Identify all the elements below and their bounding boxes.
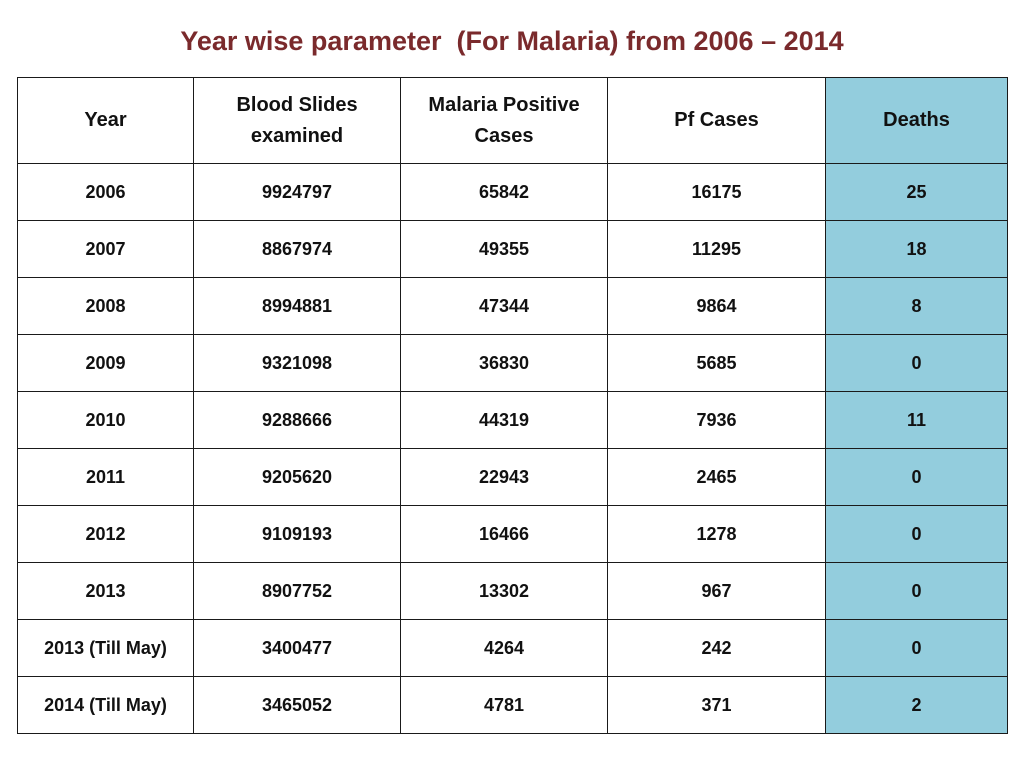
cell-year: 2010 bbox=[17, 391, 194, 449]
cell-deaths: 18 bbox=[825, 220, 1008, 278]
cell-pf-cases: 7936 bbox=[607, 391, 826, 449]
cell-malaria-positive-cases: 4781 bbox=[400, 676, 608, 734]
cell-deaths: 0 bbox=[825, 448, 1008, 506]
table-body: 2006 9924797 65842 16175 25 2007 8867974 49355 1… bbox=[17, 163, 1008, 734]
cell-deaths: 0 bbox=[825, 505, 1008, 563]
cell-year: 2007 bbox=[17, 220, 194, 278]
cell-malaria-positive-cases: 13302 bbox=[400, 562, 608, 620]
cell-pf-cases: 967 bbox=[607, 562, 826, 620]
table-header-row: Year Blood Slides examined Malaria Posit… bbox=[17, 77, 1008, 164]
cell-deaths: 0 bbox=[825, 334, 1008, 392]
cell-malaria-positive-cases: 44319 bbox=[400, 391, 608, 449]
malaria-parameters-table: Year Blood Slides examined Malaria Posit… bbox=[17, 77, 1008, 734]
table-row: 2011 9205620 22943 2465 0 bbox=[17, 448, 1008, 506]
cell-pf-cases: 1278 bbox=[607, 505, 826, 563]
cell-malaria-positive-cases: 49355 bbox=[400, 220, 608, 278]
table-row: 2009 9321098 36830 5685 0 bbox=[17, 334, 1008, 392]
table-row: 2010 9288666 44319 7936 11 bbox=[17, 391, 1008, 449]
cell-blood-slides-examined: 8994881 bbox=[193, 277, 401, 335]
cell-malaria-positive-cases: 65842 bbox=[400, 163, 608, 221]
table-row: 2013 (Till May) 3400477 4264 242 0 bbox=[17, 619, 1008, 677]
table-row: 2006 9924797 65842 16175 25 bbox=[17, 163, 1008, 221]
header-year: Year bbox=[17, 77, 194, 164]
cell-blood-slides-examined: 9288666 bbox=[193, 391, 401, 449]
cell-year: 2014 (Till May) bbox=[17, 676, 194, 734]
cell-pf-cases: 371 bbox=[607, 676, 826, 734]
cell-malaria-positive-cases: 16466 bbox=[400, 505, 608, 563]
cell-blood-slides-examined: 9109193 bbox=[193, 505, 401, 563]
cell-year: 2013 (Till May) bbox=[17, 619, 194, 677]
cell-pf-cases: 5685 bbox=[607, 334, 826, 392]
header-deaths: Deaths bbox=[825, 77, 1008, 164]
cell-malaria-positive-cases: 36830 bbox=[400, 334, 608, 392]
header-malaria-positive-cases: Malaria Positive Cases bbox=[400, 77, 608, 164]
cell-year: 2011 bbox=[17, 448, 194, 506]
cell-blood-slides-examined: 9321098 bbox=[193, 334, 401, 392]
header-pf-cases: Pf Cases bbox=[607, 77, 826, 164]
cell-deaths: 25 bbox=[825, 163, 1008, 221]
cell-deaths: 0 bbox=[825, 562, 1008, 620]
header-blood-slides-examined: Blood Slides examined bbox=[193, 77, 401, 164]
cell-pf-cases: 16175 bbox=[607, 163, 826, 221]
table-row: 2013 8907752 13302 967 0 bbox=[17, 562, 1008, 620]
cell-pf-cases: 2465 bbox=[607, 448, 826, 506]
table-row: 2007 8867974 49355 11295 18 bbox=[17, 220, 1008, 278]
cell-deaths: 11 bbox=[825, 391, 1008, 449]
cell-year: 2006 bbox=[17, 163, 194, 221]
cell-malaria-positive-cases: 4264 bbox=[400, 619, 608, 677]
cell-pf-cases: 11295 bbox=[607, 220, 826, 278]
cell-year: 2009 bbox=[17, 334, 194, 392]
cell-blood-slides-examined: 9924797 bbox=[193, 163, 401, 221]
cell-pf-cases: 242 bbox=[607, 619, 826, 677]
cell-blood-slides-examined: 3465052 bbox=[193, 676, 401, 734]
cell-deaths: 2 bbox=[825, 676, 1008, 734]
cell-pf-cases: 9864 bbox=[607, 277, 826, 335]
table-row: 2008 8994881 47344 9864 8 bbox=[17, 277, 1008, 335]
cell-blood-slides-examined: 3400477 bbox=[193, 619, 401, 677]
cell-blood-slides-examined: 8867974 bbox=[193, 220, 401, 278]
cell-blood-slides-examined: 8907752 bbox=[193, 562, 401, 620]
cell-malaria-positive-cases: 22943 bbox=[400, 448, 608, 506]
cell-blood-slides-examined: 9205620 bbox=[193, 448, 401, 506]
page-title: Year wise parameter (For Malaria) from 2… bbox=[180, 26, 844, 56]
cell-year: 2008 bbox=[17, 277, 194, 335]
cell-year: 2012 bbox=[17, 505, 194, 563]
cell-deaths: 0 bbox=[825, 619, 1008, 677]
cell-deaths: 8 bbox=[825, 277, 1008, 335]
cell-year: 2013 bbox=[17, 562, 194, 620]
cell-malaria-positive-cases: 47344 bbox=[400, 277, 608, 335]
table-row: 2012 9109193 16466 1278 0 bbox=[17, 505, 1008, 563]
table-row: 2014 (Till May) 3465052 4781 371 2 bbox=[17, 676, 1008, 734]
